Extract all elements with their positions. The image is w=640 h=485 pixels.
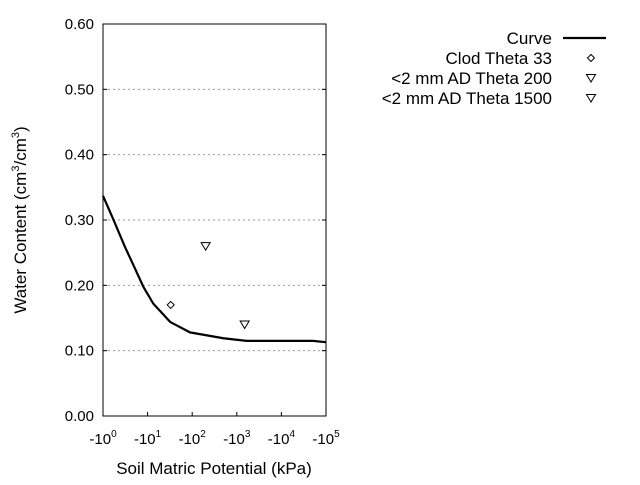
legend-label: Clod Theta 33 (446, 49, 552, 68)
legend-label: <2 mm AD Theta 1500 (382, 89, 552, 108)
y-tick-label: 0.10 (65, 343, 94, 360)
clod-point (166, 300, 175, 310)
legend-label: <2 mm AD Theta 200 (391, 69, 552, 88)
x-tick-label: -102 (179, 429, 207, 448)
y-tick-label: 0.00 (65, 408, 94, 425)
y-tick-label: 0.40 (65, 147, 94, 164)
x-tick-label: -100 (89, 429, 117, 448)
legend-label: Curve (507, 29, 552, 48)
legend-triangle-swatch (585, 94, 597, 103)
curve-line (101, 195, 327, 344)
x-tick-label: -104 (268, 429, 296, 448)
x-tick-label: -101 (134, 429, 162, 448)
y-axis-label: Water Content (cm3/cm3) (10, 126, 30, 313)
theta-point (239, 320, 251, 330)
y-tick-label: 0.30 (65, 212, 94, 229)
legend-diamond-swatch (586, 53, 596, 63)
legend-triangle-swatch (585, 74, 597, 83)
y-tick-label: 0.20 (65, 277, 94, 294)
theta-point (200, 242, 212, 252)
x-tick-label: -105 (312, 429, 340, 448)
y-tick-label: 0.50 (65, 81, 94, 98)
x-axis-label: Soil Matric Potential (kPa) (116, 459, 312, 478)
y-tick-label: 0.60 (65, 16, 94, 33)
x-tick-label: -103 (223, 429, 251, 448)
